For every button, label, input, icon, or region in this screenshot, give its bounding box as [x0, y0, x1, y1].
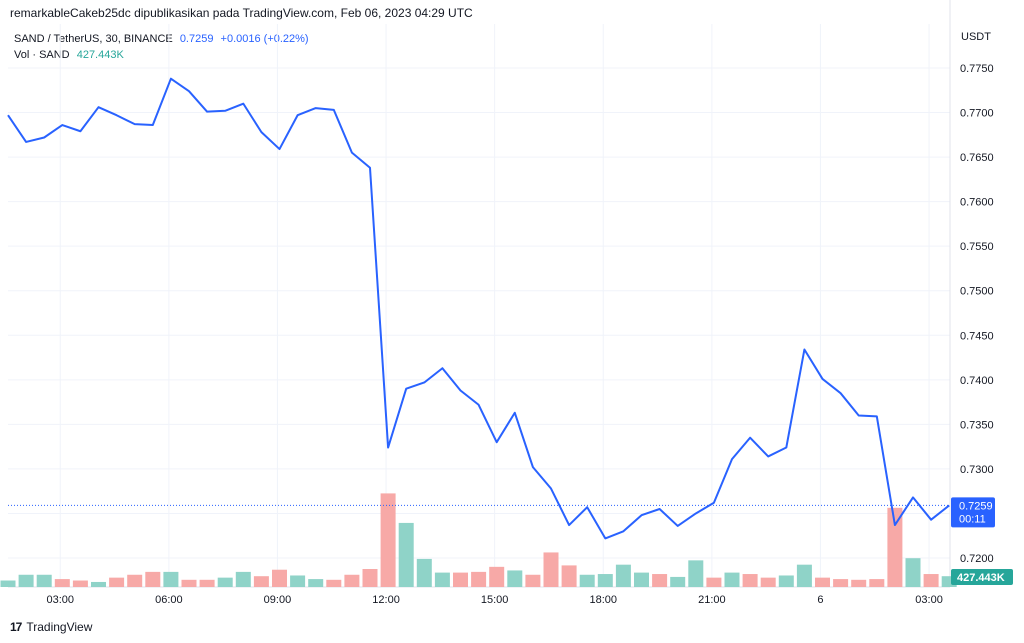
x-tick-label: 12:00: [372, 594, 400, 606]
last-price-badge-value: 0.7259: [959, 500, 993, 512]
x-tick-label: 09:00: [264, 594, 292, 606]
y-tick-label: 0.7650: [960, 152, 994, 164]
volume-bar[interactable]: [54, 579, 70, 587]
x-tick-label: 03:00: [46, 594, 74, 606]
price-line-series[interactable]: [7, 77, 950, 540]
volume-bar[interactable]: [253, 576, 269, 587]
volume-bar[interactable]: [72, 580, 88, 587]
volume-badge-value: 427.443K: [957, 572, 1005, 584]
volume-bar[interactable]: [0, 580, 16, 587]
y-tick-label: 0.7600: [960, 197, 994, 209]
volume-bar[interactable]: [851, 579, 867, 587]
volume-bar[interactable]: [235, 571, 251, 587]
volume-legend-row[interactable]: Vol · SAND 427.443K: [14, 47, 309, 63]
volume-value: 427.443K: [76, 49, 124, 61]
volume-bar[interactable]: [887, 507, 903, 587]
y-tick-label: 0.7200: [960, 553, 994, 565]
y-tick-label: 0.7750: [960, 63, 994, 75]
volume-bar[interactable]: [760, 577, 776, 587]
price-change-value: +0.0016 (+0.22%): [220, 33, 309, 45]
volume-bar[interactable]: [724, 572, 740, 587]
currency-label[interactable]: USDT: [961, 31, 991, 43]
x-tick-label: 15:00: [481, 594, 509, 606]
y-tick-label: 0.7350: [960, 419, 994, 431]
volume-bar[interactable]: [36, 574, 52, 587]
volume-label: Vol · SAND: [14, 49, 70, 61]
volume-bar[interactable]: [941, 576, 957, 587]
y-tick-label: 0.7700: [960, 108, 994, 120]
volume-bar[interactable]: [507, 570, 523, 587]
volume-bar[interactable]: [634, 572, 649, 587]
volume-bar[interactable]: [471, 571, 487, 587]
volume-bar[interactable]: [163, 571, 179, 587]
x-tick-label: 06:00: [155, 594, 183, 606]
volume-bar[interactable]: [380, 493, 396, 587]
brand-name: TradingView: [26, 620, 93, 634]
volume-bar[interactable]: [652, 574, 668, 587]
footer-branding[interactable]: 17 TradingView: [10, 620, 92, 634]
y-tick-label: 0.7450: [960, 330, 994, 342]
y-tick-label: 0.7500: [960, 286, 994, 298]
volume-bar[interactable]: [398, 522, 414, 587]
volume-bar[interactable]: [688, 560, 704, 587]
tradingview-logo-icon: 17: [10, 620, 22, 634]
volume-bar[interactable]: [670, 576, 686, 587]
volume-bar[interactable]: [489, 566, 505, 587]
volume-bar[interactable]: [561, 565, 577, 587]
publication-note: remarkableCakeb25dc dipublikasikan pada …: [10, 6, 473, 20]
volume-bar[interactable]: [290, 575, 306, 587]
volume-bar[interactable]: [91, 581, 106, 587]
volume-bar[interactable]: [109, 577, 125, 587]
y-tick-label: 0.7550: [960, 241, 994, 253]
volume-bar[interactable]: [127, 574, 143, 587]
volume-bar[interactable]: [525, 574, 541, 587]
volume-bar[interactable]: [706, 577, 722, 587]
symbol-label: SAND / TetherUS, 30, BINANCE: [14, 33, 173, 45]
volume-bar[interactable]: [742, 574, 758, 587]
x-tick-label: 03:00: [915, 594, 943, 606]
countdown-label: 00:11: [959, 513, 986, 525]
last-price-badge[interactable]: [951, 497, 995, 528]
symbol-legend-row[interactable]: SAND / TetherUS, 30, BINANCE 0.7259 +0.0…: [14, 31, 309, 47]
volume-bar[interactable]: [344, 574, 360, 587]
volume-bar[interactable]: [815, 577, 830, 587]
x-tick-label: 21:00: [698, 594, 726, 606]
volume-bar[interactable]: [272, 569, 287, 587]
volume-bar[interactable]: [181, 579, 197, 587]
volume-bar[interactable]: [597, 574, 613, 587]
volume-bar[interactable]: [308, 579, 324, 587]
volume-bar[interactable]: [833, 579, 849, 587]
volume-badge[interactable]: [951, 569, 1013, 585]
volume-bar[interactable]: [579, 574, 595, 587]
y-tick-label: 0.7300: [960, 464, 994, 476]
volume-bar[interactable]: [796, 564, 812, 587]
volume-bar[interactable]: [905, 558, 921, 587]
volume-bar[interactable]: [199, 579, 215, 587]
volume-bar[interactable]: [615, 564, 631, 587]
volume-bar[interactable]: [778, 575, 794, 587]
last-price-value: 0.7259: [179, 33, 214, 45]
chart-legend: SAND / TetherUS, 30, BINANCE 0.7259 +0.0…: [14, 31, 309, 63]
volume-bar[interactable]: [217, 577, 233, 587]
volume-bar[interactable]: [453, 572, 468, 587]
volume-bar[interactable]: [434, 572, 450, 587]
x-tick-label: 18:00: [589, 594, 617, 606]
volume-bar[interactable]: [326, 579, 342, 587]
volume-bar[interactable]: [145, 571, 161, 587]
volume-bar[interactable]: [923, 574, 939, 587]
y-tick-label: 0.7400: [960, 375, 994, 387]
volume-bar[interactable]: [543, 552, 559, 587]
x-tick-label: 6: [817, 594, 823, 606]
volume-bar[interactable]: [362, 569, 378, 587]
volume-bar[interactable]: [18, 574, 34, 587]
volume-bar[interactable]: [869, 579, 885, 587]
volume-bar[interactable]: [416, 558, 432, 587]
